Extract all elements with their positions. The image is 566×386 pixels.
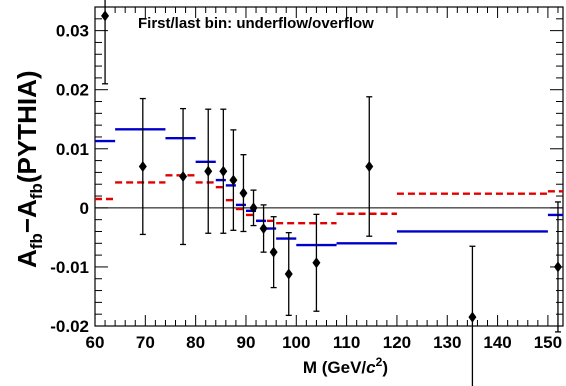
y-tick-label: 0.01 bbox=[56, 140, 89, 159]
data-point bbox=[249, 202, 258, 214]
data-point bbox=[219, 165, 228, 177]
x-tick-label: 140 bbox=[483, 333, 511, 352]
data-point bbox=[229, 174, 238, 186]
x-tick-label: 120 bbox=[383, 333, 411, 352]
chart-annotation: First/last bin: underflow/overflow bbox=[138, 15, 374, 32]
data-point bbox=[269, 246, 278, 258]
data-point bbox=[101, 10, 110, 22]
x-tick-label: 80 bbox=[186, 333, 205, 352]
y-tick-label: 0.03 bbox=[56, 22, 89, 41]
x-tick-label: 70 bbox=[136, 333, 155, 352]
x-tick-label: 100 bbox=[282, 333, 310, 352]
data-point bbox=[365, 161, 374, 172]
y-axis-label: Afb−Afb(PYTHIA) bbox=[12, 70, 46, 268]
data-point bbox=[259, 223, 268, 235]
x-tick-label: 110 bbox=[333, 333, 360, 352]
data-point bbox=[138, 161, 147, 172]
data-point bbox=[239, 187, 248, 199]
data-point bbox=[179, 171, 188, 183]
x-tick-label: 90 bbox=[237, 333, 256, 352]
y-tick-label: -0.01 bbox=[50, 258, 89, 277]
data-point bbox=[312, 257, 321, 269]
x-tick-label: 150 bbox=[534, 333, 562, 352]
x-tick-label: 60 bbox=[86, 333, 105, 352]
y-tick-label: 0 bbox=[80, 199, 89, 218]
x-axis-label: M (GeV/c2) bbox=[303, 355, 388, 377]
data-point bbox=[284, 268, 293, 280]
y-tick-label: -0.02 bbox=[50, 317, 89, 336]
data-point bbox=[204, 165, 213, 177]
y-tick-label: 0.02 bbox=[56, 81, 89, 100]
data-point bbox=[468, 311, 477, 323]
x-tick-label: 130 bbox=[433, 333, 461, 352]
data-point bbox=[553, 261, 562, 273]
plot-frame bbox=[94, 6, 564, 327]
